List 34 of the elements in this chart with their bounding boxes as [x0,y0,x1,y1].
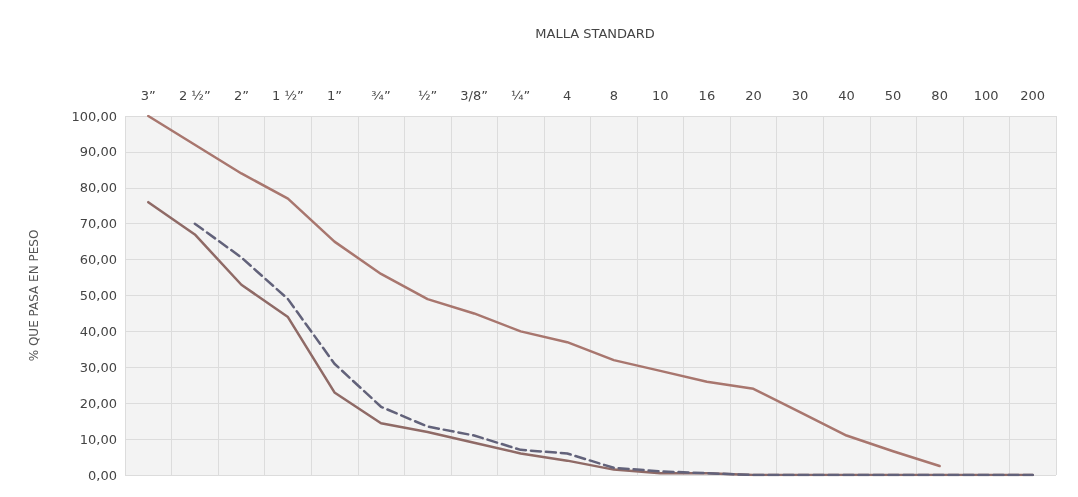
y-tick-label: 30,00 [79,359,117,375]
x-tick-label: 1 ½” [272,88,304,103]
x-tick-label: 2 ½” [178,88,211,103]
y-tick-label: 80,00 [79,180,117,196]
y-tick-label: 50,00 [79,288,117,303]
x-tick-label: 100 [973,88,999,103]
x-tick-label: 8 [609,88,618,103]
chart-title: MALLA STANDARD [535,26,655,41]
y-tick-label: 70,00 [79,216,117,232]
x-tick-label: 3/8” [460,88,488,103]
x-tick-label: 200 [1020,88,1046,103]
x-tick-label: 20 [745,88,762,103]
x-tick-label: 80 [931,88,948,103]
x-tick-label: 10 [652,88,669,103]
x-tick-label: ¼” [511,88,531,103]
x-tick-label: 2” [233,88,249,103]
x-tick-label: 16 [698,88,716,103]
y-tick-label: 100,00 [71,108,117,124]
y-tick-label: 20,00 [79,395,117,411]
x-tick-label: 3” [140,88,156,103]
y-tick-label: 40,00 [79,323,117,339]
x-tick-label: 1” [326,88,342,103]
y-tick-label: 90,00 [79,144,117,160]
y-tick-label: 0,00 [88,467,117,483]
x-tick-label: 40 [838,88,855,103]
y-tick-label: 60,00 [79,252,117,268]
x-tick-label: 4 [563,88,572,103]
x-tick-label: ¾” [371,88,391,103]
x-tick-label: ½” [417,88,438,103]
x-tick-label: 50 [884,88,902,103]
y-axis-title: % QUE PASA EN PESO [27,229,41,362]
line-series [147,114,941,468]
x-tick-label: 30 [791,88,809,103]
y-tick-label: 10,00 [79,431,117,447]
